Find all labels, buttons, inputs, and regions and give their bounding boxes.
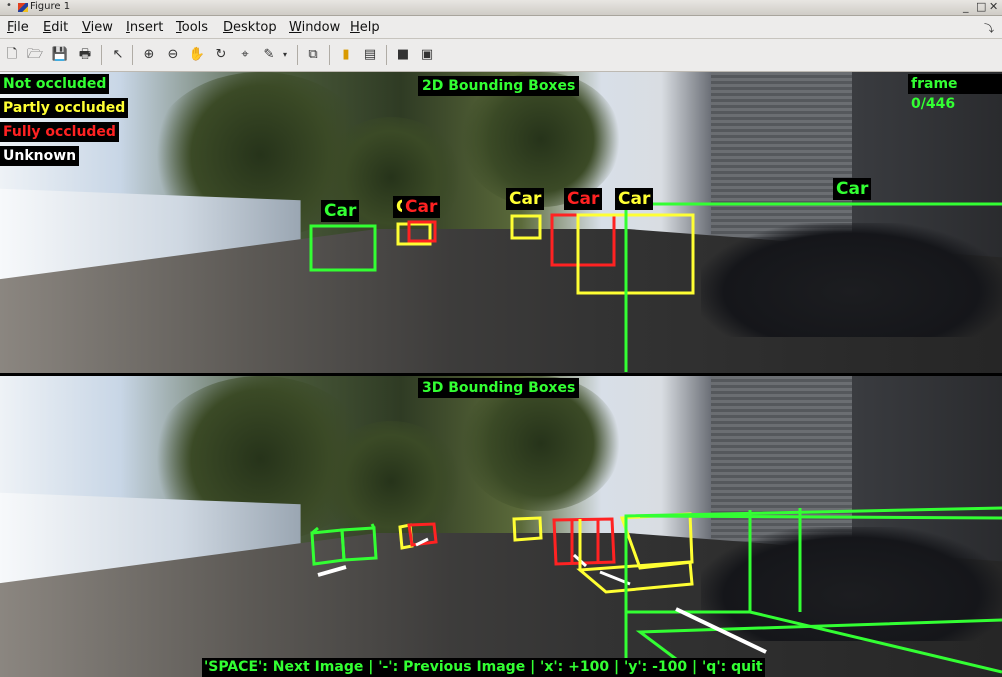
2d-box-car [309, 224, 377, 272]
menubar: File Edit View Insert Tools Desktop Wind… [0, 16, 1002, 39]
figure-toolbar: 🗋 🗁 💾 🖶 ↖ ⊕ ⊖ ✋ ↻ ⌖ ✎ ▾ ⧉ ▮ ▤ ■ ▣ [0, 39, 1002, 72]
menu-edit[interactable]: Edit [43, 20, 69, 35]
legend-not-occluded: Not occluded [0, 74, 110, 94]
brush-dropdown-icon[interactable]: ▾ [282, 50, 287, 59]
frame-counter: frame 0/446 [908, 74, 1002, 112]
3d-box-car [407, 522, 438, 547]
2d-box-car [576, 213, 695, 295]
zoom-in-icon[interactable]: ⊕ [143, 47, 155, 62]
car-label: Car [833, 178, 872, 200]
legend-partly-occluded: Partly occluded [0, 98, 129, 118]
2d-box-car [550, 213, 616, 267]
camera-image-top [0, 72, 1002, 373]
car-label: Car [321, 200, 360, 222]
brush-icon[interactable]: ✎ [263, 47, 275, 62]
link-plot-icon[interactable]: ⧉ [308, 47, 318, 62]
legend-fully-occluded: Fully occluded [0, 122, 119, 142]
minimize-icon[interactable]: _ [963, 0, 969, 13]
3d-box-car [512, 516, 543, 542]
menu-tools[interactable]: Tools [176, 20, 209, 35]
colorbar-icon[interactable]: ▮ [342, 47, 350, 62]
keyboard-help-text: 'SPACE': Next Image | '-': Previous Imag… [202, 658, 765, 677]
save-icon[interactable]: 💾 [51, 47, 69, 62]
menu-window[interactable]: Window [289, 20, 341, 35]
new-file-icon[interactable]: 🗋 [6, 47, 18, 62]
top-panel-title: 2D Bounding Boxes [418, 76, 580, 96]
bounding-box-overlay [309, 202, 1002, 677]
window-titlebar: • Figure 1 _ □ ✕ [0, 0, 1002, 16]
car-label: Car [615, 188, 654, 210]
figure-canvas[interactable]: Not occluded Partly occluded Fully occlu… [0, 72, 1002, 677]
legend-unknown: Unknown [0, 146, 80, 166]
car-label: Car [506, 188, 545, 210]
legend-icon[interactable]: ▤ [363, 47, 377, 62]
hide-plot-tools-icon[interactable]: ■ [396, 47, 410, 62]
window-menu-icon[interactable]: • [6, 0, 12, 11]
data-cursor-icon[interactable]: ⌖ [241, 47, 249, 62]
dock-arrow-icon[interactable]: ⤵ [984, 24, 994, 35]
2d-box-car [407, 220, 437, 243]
heading-indicator [675, 607, 767, 654]
bottom-panel-title: 3D Bounding Boxes [418, 378, 580, 398]
toolbar-separator [101, 45, 102, 65]
camera-image-bottom [0, 376, 1002, 677]
3d-box-car [624, 506, 1002, 677]
matlab-figure-icon [18, 3, 28, 12]
menu-help[interactable]: Help [350, 20, 380, 35]
2d-box-car [624, 202, 1002, 372]
car-label: Car [402, 196, 441, 218]
2d-box-car [396, 222, 432, 246]
pointer-icon[interactable]: ↖ [112, 47, 124, 62]
toolbar-separator [386, 45, 387, 65]
menu-file[interactable]: File [7, 20, 29, 35]
heading-indicator [317, 565, 347, 577]
toolbar-separator [329, 45, 330, 65]
menu-view[interactable]: View [82, 20, 113, 35]
3d-box-car [552, 517, 616, 566]
maximize-icon[interactable]: □ [976, 0, 987, 13]
show-plot-tools-icon[interactable]: ▣ [420, 47, 434, 62]
car-label: Car [564, 188, 603, 210]
open-folder-icon[interactable]: 🗁 [26, 47, 44, 62]
menu-insert[interactable]: Insert [126, 20, 164, 35]
2d-box-car [510, 214, 542, 240]
pan-hand-icon[interactable]: ✋ [188, 47, 206, 62]
3d-box-car [310, 523, 378, 566]
heading-indicator [415, 537, 429, 547]
menu-desktop[interactable]: Desktop [223, 20, 277, 35]
toolbar-separator [297, 45, 298, 65]
window-title: Figure 1 [30, 1, 71, 12]
close-icon[interactable]: ✕ [989, 0, 999, 13]
zoom-out-icon[interactable]: ⊖ [167, 47, 179, 62]
print-icon[interactable]: 🖶 [78, 47, 92, 62]
toolbar-separator [132, 45, 133, 65]
rotate-3d-icon[interactable]: ↻ [215, 47, 227, 62]
